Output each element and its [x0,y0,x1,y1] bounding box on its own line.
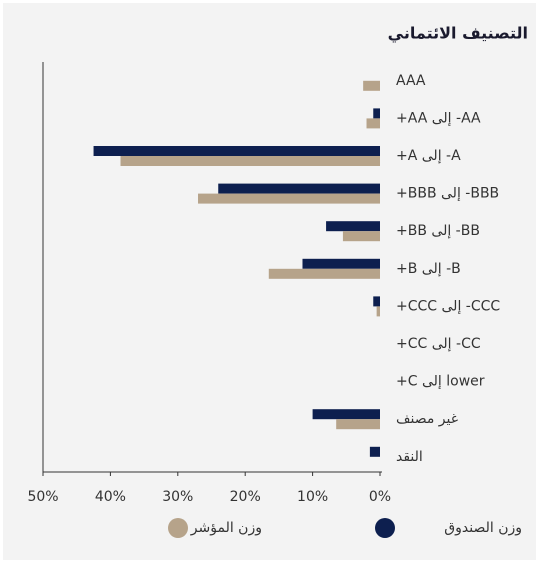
y-tick-label: A- إلى A+ [396,148,461,164]
bar [302,258,380,269]
y-tick-label: BB- إلى BB+ [396,223,480,239]
bar [366,118,380,129]
x-tick-label: 10% [297,489,328,505]
x-tick-label: 50% [27,489,58,505]
legend-swatch [168,518,188,538]
bar [336,419,380,430]
chart-title: التصنيف الائتماني [388,24,528,44]
bar [376,306,380,317]
bar [342,231,380,242]
y-tick-label: CCC- إلى CCC+ [396,298,500,314]
legend-swatch [375,518,395,538]
panel [3,3,536,560]
bar [120,156,380,166]
legend-label: وزن الصندوق [444,520,522,536]
y-tick-label: النقد [396,449,423,465]
y-tick-label: B- إلى B+ [396,261,461,277]
y-tick-label: AA- إلى AA+ [396,110,481,126]
bar [218,183,380,194]
bar [369,446,380,457]
bar [363,80,380,91]
y-tick-label: lower إلى C+ [396,374,485,390]
x-tick-label: 0% [369,489,391,505]
bar [93,146,381,156]
bar [312,409,380,420]
legend-label: وزن المؤشر [190,520,262,536]
bar [198,193,380,204]
bar [268,268,380,279]
y-tick-label: BBB- إلى BBB+ [396,186,499,202]
bar [326,221,380,232]
y-tick-label: غير مصنف [396,411,458,427]
y-tick-label: AAA [396,73,426,89]
x-tick-label: 30% [162,489,193,505]
bar [373,108,380,119]
x-tick-label: 20% [230,489,261,505]
y-tick-label: CC- إلى CC+ [396,336,481,352]
x-tick-label: 40% [95,489,126,505]
bar [373,296,380,307]
